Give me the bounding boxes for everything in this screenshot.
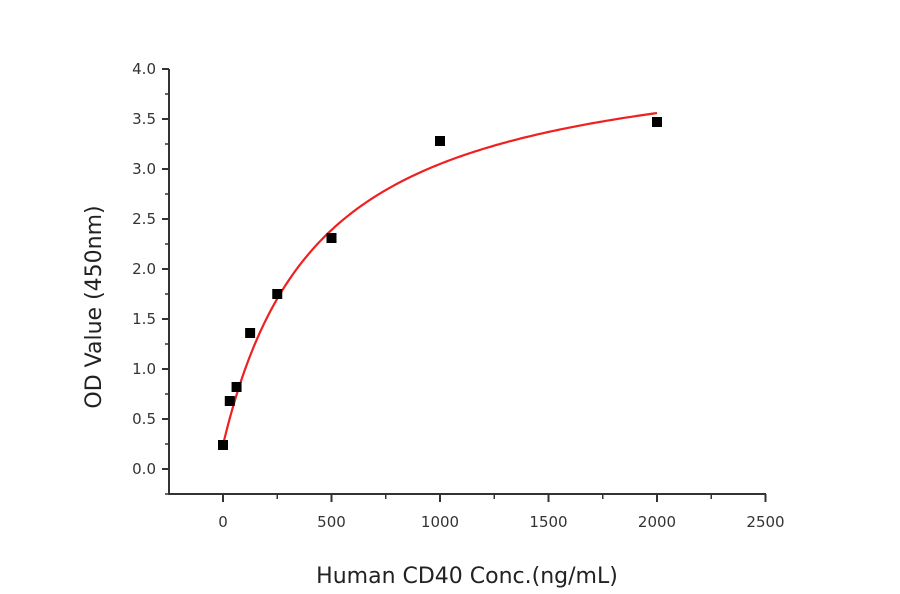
data-point [652,117,662,127]
data-point [218,440,228,450]
x-tick-label: 1000 [421,513,459,531]
x-tick-label: 500 [317,513,346,531]
x-axis-ticks: 0 500 1000 1500 2000 2500 [218,494,785,531]
data-points [218,117,662,450]
x-axis-title: Human CD40 Conc.(ng/mL) [316,564,618,589]
data-point [435,136,445,146]
y-tick-label: 3.5 [132,110,156,128]
y-tick-label: 0.0 [132,460,156,478]
y-tick-label: 1.5 [132,310,156,328]
y-tick-label: 2.5 [132,210,156,228]
x-tick-label: 2000 [638,513,676,531]
data-point [326,233,337,243]
y-tick-label: 0.5 [132,410,156,428]
data-point [245,328,256,338]
fitted-curve [221,111,658,446]
x-tick-label: 0 [218,513,228,531]
y-tick-label: 4.0 [132,60,156,78]
x-tick-label: 2500 [746,513,784,531]
y-tick-label: 3.0 [132,160,156,178]
y-tick-label: 2.0 [132,260,156,278]
x-tick-label: 1500 [529,513,567,531]
data-point [231,382,242,392]
data-point [272,289,283,299]
y-tick-label: 1.0 [132,360,156,378]
y-axis-title: OD Value (450nm) [82,205,107,408]
data-point [224,396,235,406]
y-axis-ticks: 0.0 0.5 1.0 1.5 2.0 2.5 3.0 3.5 4.0 [132,60,169,495]
